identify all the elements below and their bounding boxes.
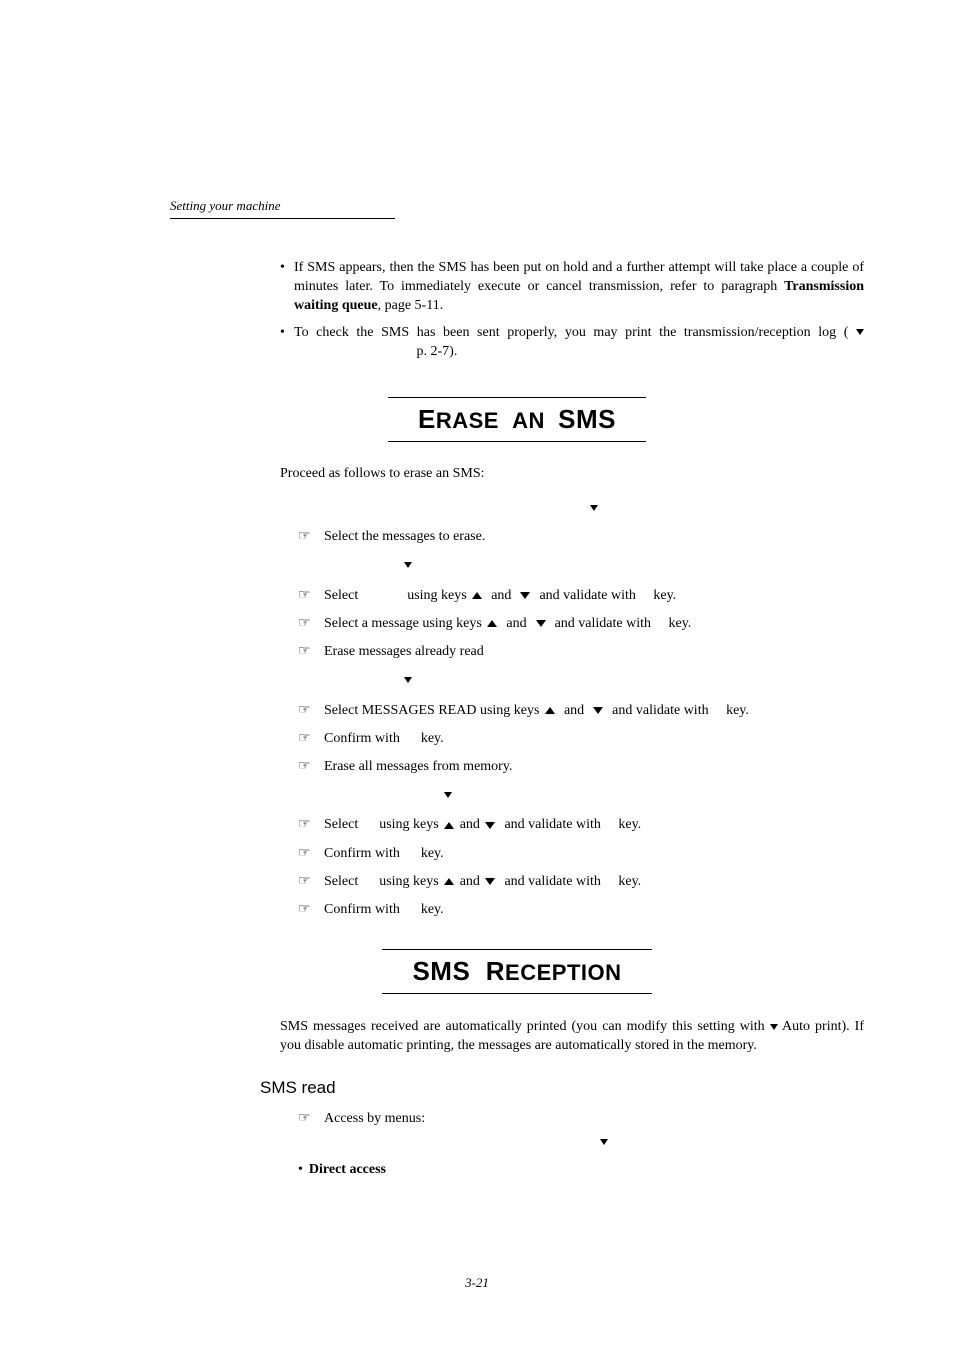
pointing-hand-icon: ☞ xyxy=(298,758,324,776)
bullet-text: To check the SMS has been sent properly,… xyxy=(294,324,864,362)
step: ☞Select using keys and and validate with… xyxy=(298,816,864,834)
step: ☞Select using keys and and validate with… xyxy=(298,587,864,605)
erase-intro: Proceed as follows to erase an SMS: xyxy=(280,466,864,482)
access-step: ☞ Access by menus: xyxy=(298,1110,864,1128)
triangle-down-icon xyxy=(600,1139,608,1145)
step: ☞Confirm with key. xyxy=(298,845,864,863)
triangle-down-icon xyxy=(770,1024,778,1030)
erase-steps: ☞Select the messages to erase.☞Select us… xyxy=(298,528,864,919)
pointing-hand-icon: ☞ xyxy=(298,615,324,633)
step: ☞Confirm with key. xyxy=(298,901,864,919)
bullet-item: • If SMS appears, then the SMS has been … xyxy=(280,259,864,316)
header-rule xyxy=(170,218,395,219)
bullet-item: • To check the SMS has been sent properl… xyxy=(280,324,864,362)
step-text: Select using keys and and validate with … xyxy=(324,873,641,891)
step-text: Select using keys and and validate with … xyxy=(324,587,676,605)
pointing-hand-icon: ☞ xyxy=(298,873,324,891)
step-text: Erase all messages from memory. xyxy=(324,758,512,776)
direct-access: •Direct access xyxy=(298,1162,864,1178)
menu-path xyxy=(404,671,864,689)
triangle-down-icon xyxy=(590,505,598,511)
step-text: Select the messages to erase. xyxy=(324,528,485,546)
menu-path xyxy=(590,500,864,516)
bullet-marker: • xyxy=(280,324,294,362)
step: ☞Select MESSAGES READ using keys and and… xyxy=(298,702,864,720)
step-text: Select a message using keys and and vali… xyxy=(324,615,691,633)
step: ☞Select a message using keys and and val… xyxy=(298,615,864,633)
pointing-hand-icon: ☞ xyxy=(298,528,324,546)
step: ☞Select the messages to erase. xyxy=(298,528,864,546)
step: ☞Erase all messages from memory. xyxy=(298,758,864,776)
bullet-marker: • xyxy=(280,259,294,316)
step-text: Confirm with key. xyxy=(324,845,444,863)
step-text: Select MESSAGES READ using keys and and … xyxy=(324,702,749,720)
pointing-hand-icon: ☞ xyxy=(298,1110,324,1128)
section-title-reception: SMS RECEPTION xyxy=(170,949,864,994)
step: ☞Select using keys and and validate with… xyxy=(298,873,864,891)
pointing-hand-icon: ☞ xyxy=(298,816,324,834)
menu-path xyxy=(600,1134,864,1150)
step-text: Confirm with key. xyxy=(324,901,444,919)
pointing-hand-icon: ☞ xyxy=(298,901,324,919)
step: ☞Erase messages already read xyxy=(298,643,864,661)
step-text: Access by menus: xyxy=(324,1110,425,1128)
page-number: 3-21 xyxy=(0,1275,954,1291)
pointing-hand-icon: ☞ xyxy=(298,702,324,720)
pointing-hand-icon: ☞ xyxy=(298,587,324,605)
reception-para: SMS messages received are automatically … xyxy=(280,1018,864,1056)
section-title-erase: ERASE AN SMS xyxy=(170,397,864,442)
running-header: Setting your machine xyxy=(170,198,864,214)
pointing-hand-icon: ☞ xyxy=(298,730,324,748)
sms-read-subhead: SMS read xyxy=(260,1078,864,1098)
step: ☞Confirm with key. xyxy=(298,730,864,748)
step-text: Erase messages already read xyxy=(324,643,484,661)
pointing-hand-icon: ☞ xyxy=(298,643,324,661)
pointing-hand-icon: ☞ xyxy=(298,845,324,863)
triangle-down-icon xyxy=(856,329,864,335)
step-text: Select using keys and and validate with … xyxy=(324,816,641,834)
bullet-text: If SMS appears, then the SMS has been pu… xyxy=(294,259,864,316)
top-bullets: • If SMS appears, then the SMS has been … xyxy=(280,259,864,361)
menu-path xyxy=(444,786,864,804)
step-text: Confirm with key. xyxy=(324,730,444,748)
menu-path xyxy=(404,557,864,575)
